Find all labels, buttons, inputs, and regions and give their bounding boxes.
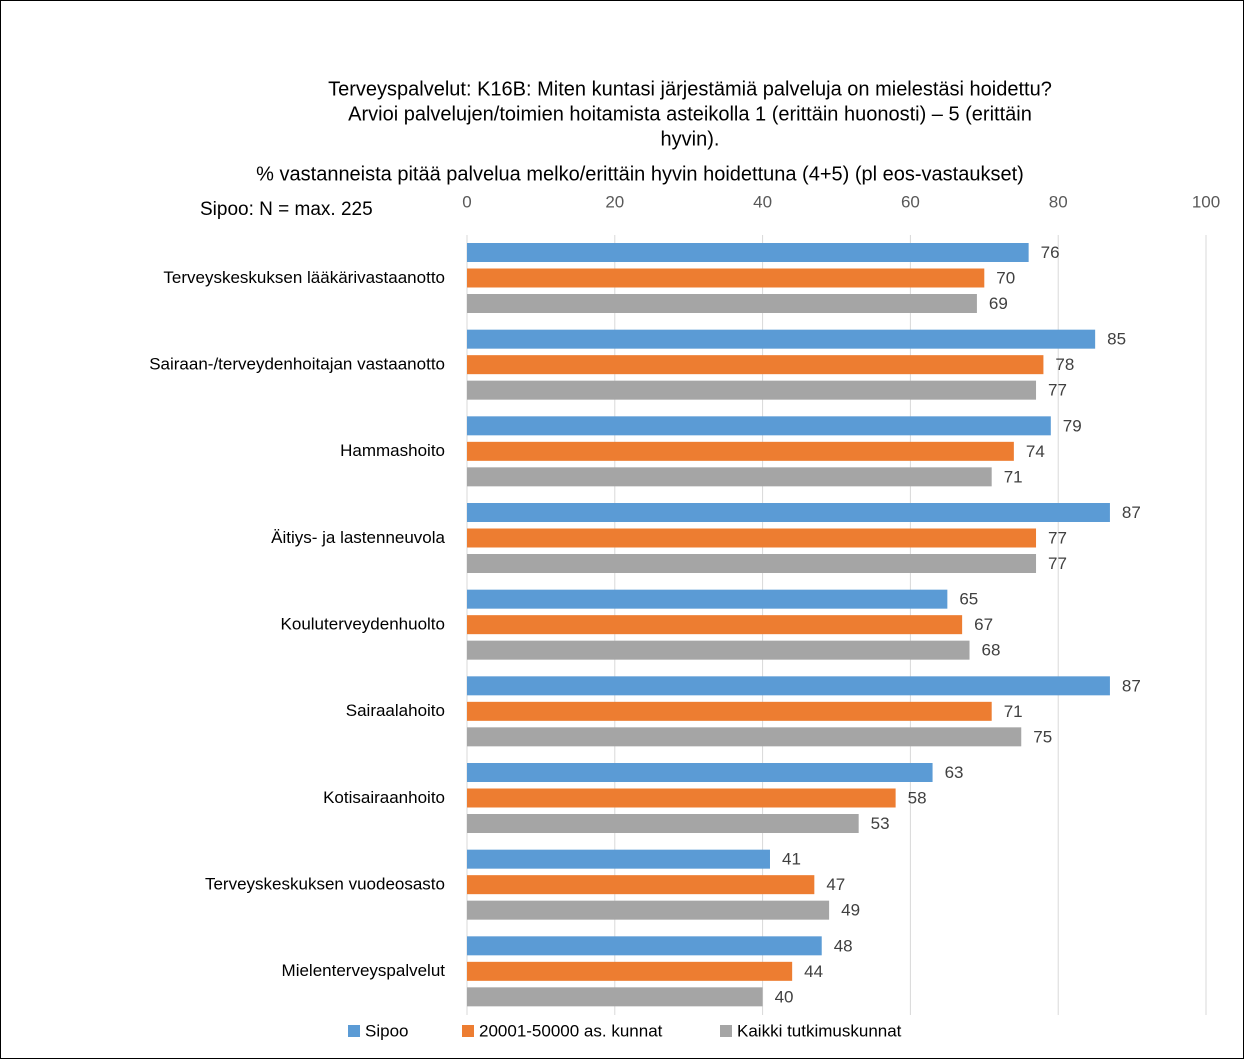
y-tick-label: Mielenterveyspalvelut xyxy=(282,961,446,980)
data-label: 44 xyxy=(804,962,823,981)
bar xyxy=(467,589,948,609)
data-label: 77 xyxy=(1048,381,1067,400)
data-label: 85 xyxy=(1107,330,1126,349)
data-label: 41 xyxy=(782,850,801,869)
bar xyxy=(467,987,763,1007)
y-tick-label: Kouluterveydenhuolto xyxy=(281,614,445,633)
y-tick-label: Kotisairaanhoito xyxy=(323,788,445,807)
y-tick-label: Terveyskeskuksen vuodeosasto xyxy=(205,874,445,893)
chart-title: Arvioi palvelujen/toimien hoitamista ast… xyxy=(348,103,1032,125)
y-tick-label: Sairaalahoito xyxy=(346,701,445,720)
bar xyxy=(467,676,1110,696)
x-tick-label: 40 xyxy=(753,192,772,211)
data-label: 74 xyxy=(1026,442,1045,461)
data-label: 78 xyxy=(1055,355,1074,374)
data-label: 67 xyxy=(974,615,993,634)
data-label: 65 xyxy=(959,590,978,609)
bar xyxy=(467,467,992,487)
bar xyxy=(467,615,963,635)
chart-title: Terveyspalvelut: K16B: Miten kuntasi jär… xyxy=(328,78,1052,100)
data-label: 40 xyxy=(775,987,794,1006)
bar xyxy=(467,380,1037,400)
bar xyxy=(467,788,896,808)
bar xyxy=(467,329,1096,349)
y-tick-label: Hammashoito xyxy=(340,441,445,460)
legend-swatch xyxy=(462,1025,474,1037)
x-tick-label: 80 xyxy=(1049,192,1068,211)
data-label: 58 xyxy=(908,788,927,807)
bar xyxy=(467,849,770,869)
data-label: 53 xyxy=(871,814,890,833)
legend-label: Sipoo xyxy=(365,1021,408,1040)
legend-label: 20001-50000 as. kunnat xyxy=(479,1021,663,1040)
data-label: 75 xyxy=(1033,727,1052,746)
bar xyxy=(467,727,1022,747)
data-label: 63 xyxy=(945,763,964,782)
data-label: 87 xyxy=(1122,503,1141,522)
data-label: 77 xyxy=(1048,528,1067,547)
data-label: 76 xyxy=(1041,243,1060,262)
data-label: 68 xyxy=(982,641,1001,660)
x-tick-label: 100 xyxy=(1192,192,1220,211)
bar xyxy=(467,294,977,313)
bar xyxy=(467,640,970,660)
data-label: 69 xyxy=(989,294,1008,313)
bar xyxy=(467,961,793,981)
y-tick-label: Terveyskeskuksen lääkärivastaanotto xyxy=(163,268,445,287)
data-label: 70 xyxy=(996,268,1015,287)
x-tick-label: 60 xyxy=(901,192,920,211)
bar xyxy=(467,554,1037,573)
data-label: 71 xyxy=(1004,702,1023,721)
data-label: 48 xyxy=(834,936,853,955)
data-label: 87 xyxy=(1122,676,1141,695)
bar xyxy=(467,875,815,895)
legend-label: Kaikki tutkimuskunnat xyxy=(737,1021,902,1040)
chart-subtitle: % vastanneista pitää palvelua melko/erit… xyxy=(256,163,1024,185)
bar xyxy=(467,503,1110,522)
bar xyxy=(467,936,822,956)
annotation: Sipoo: N = max. 225 xyxy=(200,199,373,220)
bar xyxy=(467,701,992,721)
bar xyxy=(467,441,1014,461)
data-label: 77 xyxy=(1048,554,1067,573)
bar xyxy=(467,243,1029,262)
bar xyxy=(467,763,933,782)
bar xyxy=(467,814,859,833)
bar xyxy=(467,355,1044,375)
y-tick-label: Äitiys- ja lastenneuvola xyxy=(271,528,445,547)
x-tick-label: 20 xyxy=(605,192,624,211)
legend-swatch xyxy=(720,1025,732,1037)
bar xyxy=(467,900,830,920)
legend-swatch xyxy=(348,1025,360,1037)
data-label: 71 xyxy=(1004,467,1023,486)
x-tick-label: 0 xyxy=(462,192,471,211)
bar xyxy=(467,268,985,288)
data-label: 49 xyxy=(841,901,860,920)
y-tick-label: Sairaan-/terveydenhoitajan vastaanotto xyxy=(149,354,445,373)
data-label: 47 xyxy=(826,875,845,894)
data-label: 79 xyxy=(1063,416,1082,435)
chart-title: hyvin). xyxy=(661,128,720,150)
bar xyxy=(467,416,1051,436)
bar xyxy=(467,528,1037,548)
